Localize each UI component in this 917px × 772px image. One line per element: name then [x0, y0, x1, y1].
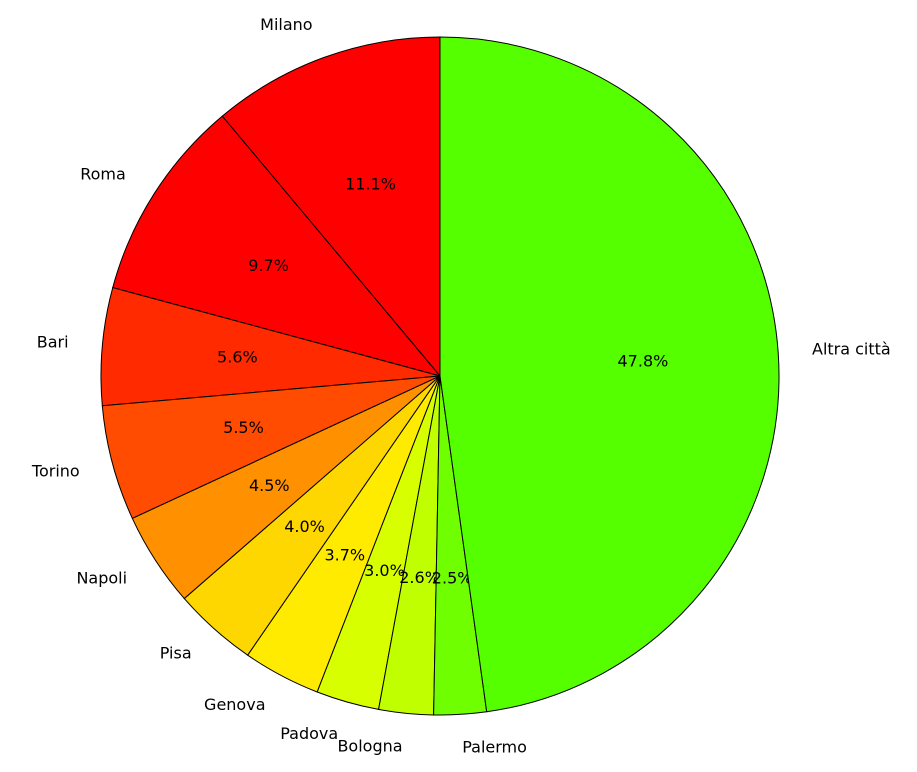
- percent-label: 47.8%: [618, 351, 669, 370]
- slice-label: Torino: [31, 462, 80, 481]
- percent-label: 11.1%: [345, 174, 396, 193]
- slice-label: Palermo: [462, 738, 527, 757]
- slice-label: Genova: [204, 695, 265, 714]
- slice-label: Padova: [280, 724, 338, 743]
- percent-label: 4.5%: [249, 476, 290, 495]
- pie-slice: [112, 115, 442, 377]
- pie-slice: [439, 36, 780, 713]
- slice-label: Milano: [260, 15, 312, 34]
- slice-label: Bologna: [337, 737, 402, 756]
- slice-label: Altra città: [812, 340, 891, 359]
- slice-label: Napoli: [76, 568, 127, 587]
- slice-label: Bari: [37, 333, 69, 352]
- percent-label: 3.0%: [364, 561, 405, 580]
- percent-label: 5.6%: [217, 348, 258, 367]
- percent-label: 9.7%: [248, 256, 289, 275]
- pie-slice: [221, 36, 441, 378]
- percent-label: 2.5%: [432, 569, 473, 588]
- percent-label: 4.0%: [284, 517, 325, 536]
- slice-label: Roma: [80, 165, 126, 184]
- percent-label: 5.5%: [223, 418, 264, 437]
- slice-label: Pisa: [160, 644, 192, 663]
- percent-label: 3.7%: [324, 545, 365, 564]
- percent-label: 2.6%: [399, 568, 440, 587]
